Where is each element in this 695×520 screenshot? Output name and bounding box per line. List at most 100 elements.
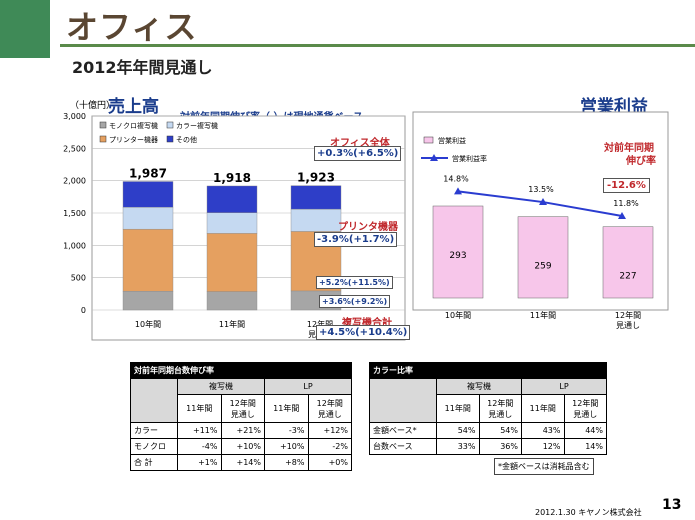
office-total-label: オフィス全体 [330,138,390,149]
sales-ytick-label: 500 [71,274,86,283]
t1-col-a: 11年間 [177,394,222,423]
sales-legend-swatch [166,135,174,143]
sales-ytick-label: 1,500 [63,209,86,218]
sales-legend-label: その他 [176,135,197,144]
profit-yoy-value: -12.6% [603,178,650,193]
row-label: 台数ベース [369,438,437,455]
printer-label: プリンタ機器 [338,222,398,233]
sales-bar-segment [122,181,174,208]
table-row: モノクロ -4% +10% +10% -2% [130,438,352,455]
footnote: *金額ベースは消耗品含む [494,458,594,475]
sales-ytick-label: 1,000 [63,241,86,250]
cell: +21% [220,422,265,439]
title-rule [60,44,695,47]
sales-bar-segment [122,228,174,292]
cell: 54% [478,422,522,439]
sales-legend-label: プリンター機器 [109,135,158,144]
sales-bar-segment [290,208,342,232]
cell: +12% [307,422,352,439]
cell: +10% [220,438,265,455]
color-copier-value: +5.2%(+11.5%) [316,276,393,289]
cell: +1% [177,454,222,471]
cell: 14% [563,438,607,455]
t2-group-lp: LP [521,378,607,395]
sales-total-label: 1,923 [297,171,335,185]
t2-col-b1: 12年間 [487,398,514,408]
t1-col-b1: 12年間 [229,398,256,408]
cell: 12% [521,438,565,455]
profit-yoy-label-1: 対前年同期 [604,143,654,154]
copier-total-value: +4.5%(+10.4%) [316,325,411,340]
color-ratio-title: カラー比率 [369,362,607,379]
t1-group-lp: LP [264,378,352,395]
sales-bar-segment [206,291,258,311]
profit-yoy-label-2: 伸び率 [626,156,656,167]
sales-legend-label: カラー複写機 [176,121,218,130]
sales-ytick-label: 2,000 [63,177,86,186]
t2-col-c: 11年間 [521,394,565,423]
copier-total-label: 複写機合計 [342,318,392,329]
row-label: 金額ベース* [369,422,437,439]
cell: +0% [307,454,352,471]
table-row: 合 計 +1% +14% +8% +0% [130,454,352,471]
t1-col-d2: 見通し [317,409,342,419]
sales-legend-label: モノクロ複写機 [109,121,158,130]
sales-bar-segment [206,233,258,292]
sales-total-label: 1,987 [129,167,167,181]
office-total-value: +0.3%(+6.5%) [314,146,402,161]
sales-ytick-label: 0 [81,306,86,315]
sales-unit: （十億円） [70,101,116,111]
t2-col-a: 11年間 [436,394,480,423]
cell: 44% [563,422,607,439]
table-row: 金額ベース* 54% 54% 43% 44% [369,422,607,439]
printer-value: -3.9%(+1.7%) [314,232,398,247]
sales-bar-segment [290,185,342,210]
sales-total-label: 1,918 [213,171,251,185]
cell: 36% [478,438,522,455]
footer-date-company: 2012.1.30 キヤノン株式会社 [535,508,642,517]
sales-bar-segment [122,206,174,230]
profit-heading: 営業利益 [580,97,648,117]
t2-col-b2: 見通し [488,409,513,419]
page-title: オフィス [66,8,198,46]
cell: 43% [521,422,565,439]
sales-legend-swatch [99,135,107,143]
mono-copier-value: +3.6%(+9.2%) [319,295,391,308]
color-ratio-table: カラー比率 複写機 LP 11年間 12年間 見通し 11年間 12年間 見通し 金… [369,362,607,455]
row-label: 合 計 [130,454,178,471]
table-row: カラー +11% +21% -3% +12% [130,422,352,439]
row-label: モノクロ [130,438,178,455]
t2-group-copier: 複写機 [436,378,522,395]
cell: 33% [436,438,480,455]
cell: 54% [436,422,480,439]
sales-category-label: 11年間 [219,319,245,329]
row-label: カラー [130,422,178,439]
t2-col-d1: 12年間 [572,398,599,408]
t2-col-d2: 見通し [573,409,598,419]
t1-group-copier: 複写機 [177,378,265,395]
cell: +14% [220,454,265,471]
table-row: 台数ベース 33% 36% 12% 14% [369,438,607,455]
sales-heading: 売上高 [108,97,159,117]
sales-bar-segment [122,291,174,311]
sales-legend-swatch [166,121,174,129]
sales-legend-swatch [99,121,107,129]
sales-ytick-label: 2,500 [63,144,86,153]
cell: +10% [264,438,309,455]
unit-growth-title: 対前年同期台数伸び率 [130,362,352,379]
t1-col-c: 11年間 [264,394,309,423]
cell: +11% [177,422,222,439]
page-subtitle: 2012年年間見通し [72,58,213,77]
sales-category-label: 10年間 [135,319,161,329]
cell: -2% [307,438,352,455]
title-accent-bar [0,0,50,58]
sales-bar-segment [206,185,258,213]
t1-col-d1: 12年間 [316,398,343,408]
sales-bar-segment [206,212,258,234]
cell: -3% [264,422,309,439]
cell: +8% [264,454,309,471]
t1-col-b2: 見通し [230,409,255,419]
page-number: 13 [662,497,682,513]
sales-ytick-label: 3,000 [63,112,86,121]
cell: -4% [177,438,222,455]
